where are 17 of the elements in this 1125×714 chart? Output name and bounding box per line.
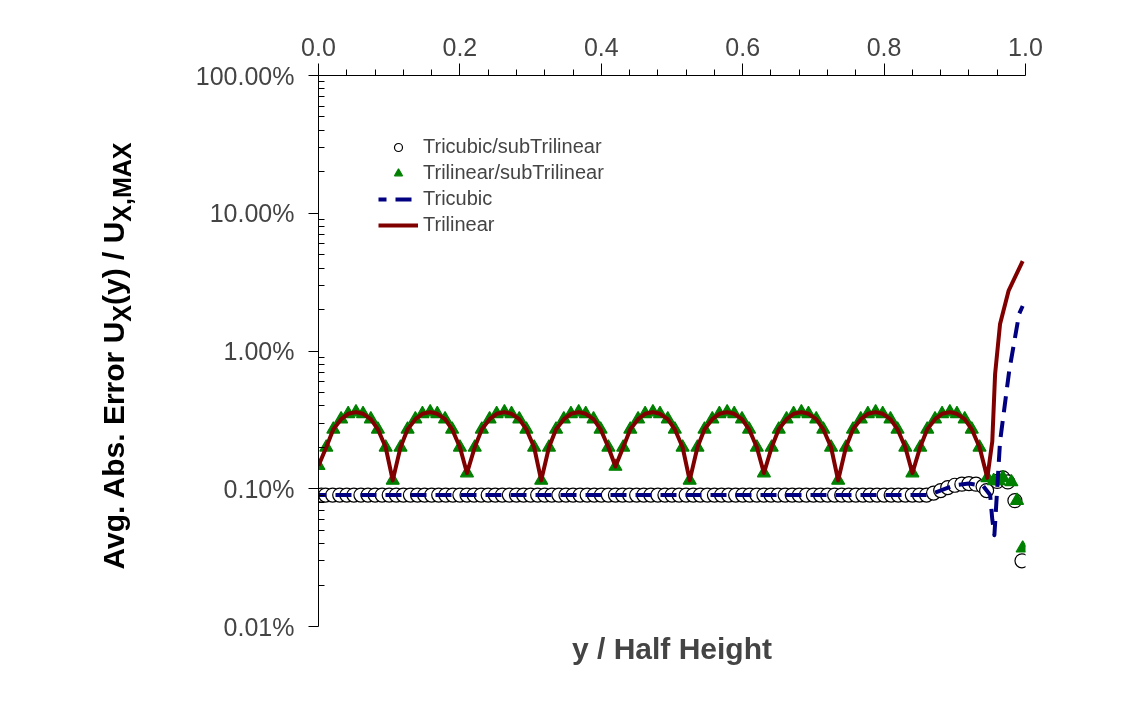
x-tick-label: 0.6 [725,32,761,61]
x-tick-label: 0.8 [866,32,902,61]
x-tick-label: 1.0 [1008,32,1043,61]
y-tick-label: 1.00% [223,337,295,365]
x-tick-label: 0.2 [442,32,478,61]
legend-label: Tricubic/subTrilinear [423,135,602,158]
y-tick-label: 0.10% [223,474,295,503]
x-tick-label: 0.4 [583,32,619,61]
y-tick-label: 0.01% [223,612,295,641]
legend-label: Trilinear [423,213,495,236]
legend-label: Tricubic [423,187,493,210]
x-axis-title: y / Half Height [571,631,773,665]
y-tick-label: 100.00% [195,61,295,90]
x-tick-label: 0.0 [301,32,336,61]
y-tick-label: 10.00% [209,199,295,228]
legend-label: Trilinear/subTrilinear [423,161,604,184]
line-series [318,304,1025,538]
